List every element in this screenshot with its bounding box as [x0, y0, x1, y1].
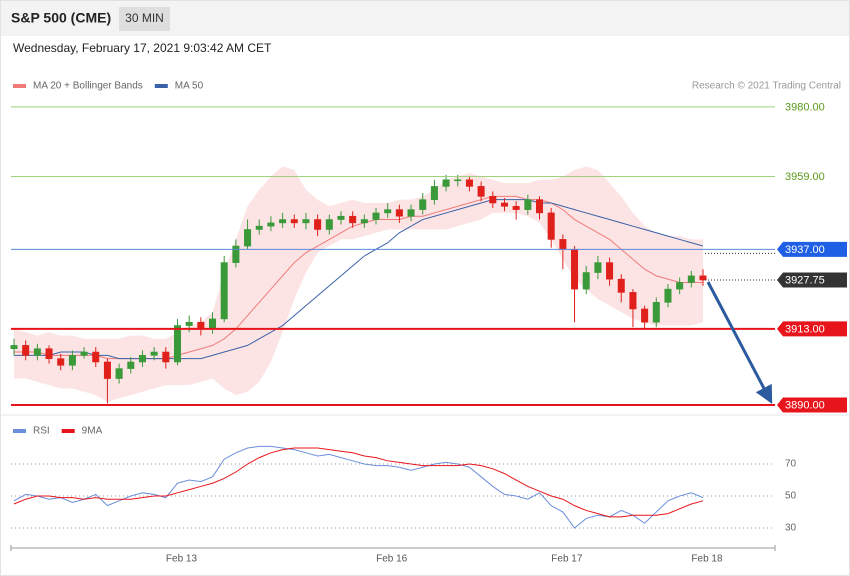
legend-swatch — [13, 84, 26, 88]
candle-body — [687, 275, 695, 283]
candle-body — [314, 219, 322, 230]
candle-body — [676, 282, 684, 290]
forecast-arrow — [706, 281, 773, 404]
candle-body — [33, 348, 41, 356]
candle-body — [512, 205, 520, 210]
candle-body — [384, 209, 392, 214]
candle-body — [150, 351, 158, 356]
legend-label: MA 20 + Bollinger Bands — [33, 81, 143, 92]
candle-body — [500, 202, 508, 207]
level-label: 3937.00 — [785, 244, 825, 256]
candle-body — [57, 358, 65, 366]
x-tick-label: Feb 16 — [376, 554, 408, 565]
candle-body — [465, 179, 473, 187]
candle-body — [244, 229, 252, 247]
candle-body — [138, 355, 146, 363]
rsi-line — [13, 447, 704, 518]
level-label: 3980.00 — [785, 101, 825, 113]
candle-body — [699, 275, 707, 281]
candle-body — [45, 348, 53, 359]
candle-body — [290, 219, 298, 224]
timestamp: Wednesday, February 17, 2021 9:03:42 AM … — [13, 41, 272, 55]
legend-swatch — [154, 84, 168, 88]
candle-body — [267, 222, 275, 227]
candle-body — [103, 361, 111, 379]
candle-body — [489, 196, 497, 204]
interval: 30 MIN — [125, 11, 164, 25]
legend-label: MA 50 — [175, 81, 204, 92]
candle-body — [92, 351, 100, 363]
candle-body — [232, 245, 240, 263]
candle-body — [454, 179, 462, 182]
candle-body — [442, 179, 450, 187]
candle-body — [559, 239, 567, 250]
candle-body — [524, 199, 532, 210]
candle-body — [430, 186, 438, 200]
candle-body — [547, 212, 555, 240]
candle-body — [477, 186, 485, 197]
legend-swatch — [13, 429, 26, 433]
candle-body — [360, 219, 368, 224]
x-tick-label: Feb 17 — [551, 554, 583, 565]
candle-body — [349, 215, 357, 224]
interval-box — [119, 7, 170, 31]
candle-body — [185, 321, 193, 326]
x-tick-label: Feb 13 — [166, 554, 198, 565]
level-label-box — [777, 272, 847, 288]
legend-label: RSI — [33, 426, 50, 437]
candle-body — [594, 262, 602, 273]
level-label: 3959.00 — [785, 171, 825, 183]
candle-body — [641, 308, 649, 323]
level-label-box — [777, 321, 847, 337]
candle-body — [664, 288, 672, 303]
y-tick-label: 50 — [785, 491, 797, 502]
y-tick-label: 70 — [785, 459, 797, 470]
candle-body — [652, 302, 660, 323]
candle-body — [629, 292, 637, 310]
candle-body — [419, 199, 427, 210]
legend-swatch — [61, 429, 75, 433]
candle-body — [571, 249, 579, 290]
bollinger-band — [14, 166, 703, 402]
candle-body — [115, 368, 123, 379]
level-label-box — [777, 397, 847, 413]
candle-body — [255, 225, 263, 230]
level-label-box — [777, 241, 847, 257]
candle-body — [325, 219, 333, 230]
legend-label: 9MA — [82, 426, 103, 437]
candle-body — [209, 318, 217, 330]
credit: Research © 2021 Trading Central — [692, 81, 841, 92]
ma-line — [14, 199, 704, 360]
candle-body — [535, 199, 544, 214]
rsi-line — [13, 445, 704, 529]
level-label: 3890.00 — [785, 399, 825, 411]
level-label: 3913.00 — [785, 323, 825, 335]
candle-body — [395, 209, 403, 217]
candle-body — [279, 219, 287, 224]
candle-body — [372, 212, 380, 220]
candle-body — [10, 345, 18, 350]
candle-body — [68, 355, 76, 366]
candle-body — [617, 278, 625, 293]
candle-body — [582, 272, 590, 290]
candle-body — [302, 219, 310, 224]
title: S&P 500 (CME) — [11, 10, 111, 26]
candle-body — [22, 345, 30, 356]
level-label: 3927.75 — [785, 274, 825, 286]
candle-body — [173, 325, 182, 363]
candle-body — [407, 209, 415, 217]
candle-body — [337, 215, 345, 220]
y-tick-label: 30 — [785, 523, 797, 534]
candle-body — [220, 262, 228, 320]
candle-body — [162, 351, 170, 363]
candle-body — [127, 361, 135, 369]
candle-body — [606, 262, 614, 280]
candle-body — [80, 351, 88, 356]
x-tick-label: Feb 18 — [691, 554, 723, 565]
